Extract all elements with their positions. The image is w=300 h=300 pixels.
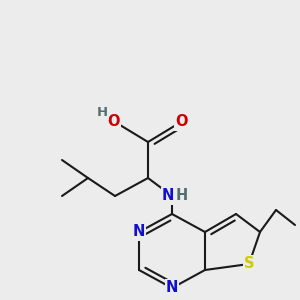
Text: H: H [96,106,108,118]
Text: O: O [108,115,120,130]
Text: N: N [166,280,178,296]
Text: S: S [244,256,254,272]
Text: H: H [176,188,188,203]
Text: N: N [162,188,174,203]
Text: N: N [133,224,145,239]
Text: O: O [175,115,187,130]
